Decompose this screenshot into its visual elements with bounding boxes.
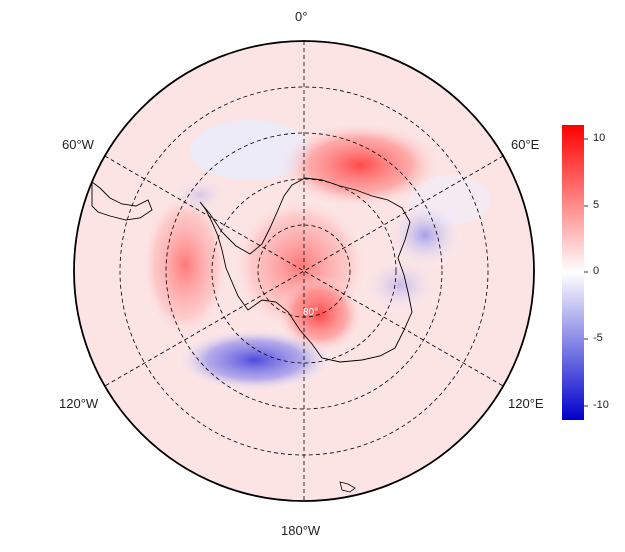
graticule	[104, 41, 504, 501]
south-america-tip	[91, 181, 153, 221]
anomaly-field	[74, 41, 534, 501]
lon-label-180w: 180°W	[281, 523, 321, 538]
colorbar-tick-5: 5	[593, 199, 600, 211]
lon-label-0: 0°	[295, 9, 308, 24]
small-island	[339, 481, 356, 493]
map-boundary	[73, 40, 535, 502]
lon-label-60w: 60°W	[62, 137, 94, 152]
cold-amundsen-sector	[175, 328, 335, 392]
colorbar-ticks	[584, 138, 588, 407]
lon-label-120e: 120°E	[508, 396, 544, 411]
cold-east-coast	[385, 200, 465, 270]
lat-label-80: 80°	[303, 307, 319, 318]
warm-north-sector	[275, 120, 445, 210]
colorbar-tick-0: 0	[593, 265, 600, 277]
lon-label-120w: 120°W	[59, 396, 99, 411]
antarctica-coastline	[199, 177, 413, 363]
lon-label-60e: 60°E	[511, 137, 540, 152]
colorbar-tick-neg5: -5	[593, 332, 603, 344]
colorbar-tick-10: 10	[593, 132, 606, 144]
colorbar-tick-neg10: -10	[593, 399, 609, 411]
warm-peninsula-west	[140, 190, 230, 340]
colorbar	[562, 125, 584, 420]
